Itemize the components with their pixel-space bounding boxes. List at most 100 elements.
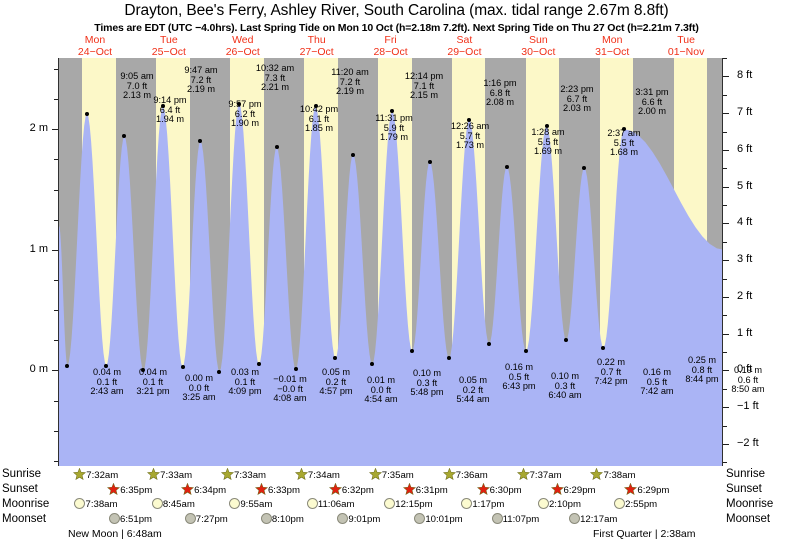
moonset-cell-6: 12:17am	[569, 513, 617, 525]
sunset-star-icon	[624, 483, 638, 496]
tide-low-label: 0.05 m 0.2 ft 5:44 am	[433, 375, 513, 405]
tide-label-meters: 0.10 m	[550, 371, 580, 381]
sunset-time: 6:33pm	[267, 485, 300, 496]
y-axis-left-label: 0 m	[29, 363, 48, 376]
tide-chart-plot	[58, 58, 723, 466]
y-tick-left	[54, 279, 58, 281]
row-label-left-moonset: Moonset	[2, 513, 47, 525]
sunrise-time: 7:33am	[234, 470, 267, 481]
y-axis-left-label: 2 m	[29, 122, 48, 135]
sunset-time: 6:35pm	[120, 485, 153, 496]
tide-label-time: 4:57 pm	[319, 386, 353, 397]
moonrise-cell-5: 1:17pm	[461, 498, 504, 510]
day-label-wed-2: Wed 26−Oct	[206, 34, 280, 58]
y-tick-right	[723, 333, 729, 335]
y-tick-left	[54, 460, 58, 462]
sunrise-star-icon	[516, 468, 530, 481]
tide-label-meters: 1.68 m	[609, 147, 639, 158]
day-date: 27−Oct	[299, 46, 334, 58]
tide-low-label: 0.05 m 0.2 ft 4:57 pm	[296, 367, 376, 397]
day-of-week: Tue	[677, 34, 695, 46]
tide-high-dot	[122, 134, 127, 139]
tide-high-label: 12:14 pm 7.1 ft 2.15 m	[384, 71, 464, 101]
tide-label-meters: 0.16 m	[642, 367, 672, 377]
sunrise-star-icon	[73, 468, 87, 481]
sunset-star-icon	[107, 483, 121, 496]
tide-low-dot	[293, 367, 298, 372]
tide-label-time: 9:57 pm	[228, 99, 262, 109]
y-tick-right	[723, 407, 729, 409]
tide-label-time: 10:32 am	[255, 63, 295, 73]
day-date: 31−Oct	[595, 46, 630, 58]
tide-label-time: 4:54 am	[364, 394, 398, 405]
tide-label-meters: 1.73 m	[455, 140, 485, 151]
tide-label-feet: 0.7 ft	[600, 366, 622, 377]
tide-label-feet: 0.1 ft	[96, 376, 118, 387]
tide-label-meters: 1.69 m	[533, 146, 563, 157]
tide-low-label: 0.10 m 0.3 ft 6:40 am	[525, 371, 605, 401]
tide-label-meters: 0.04 m	[138, 367, 168, 377]
tide-label-feet: 0.3 ft	[554, 380, 576, 391]
day-of-week: Wed	[232, 34, 254, 46]
y-axis-right-label: 8 ft	[737, 69, 753, 82]
moonrise-cell-0: 7:38am	[74, 498, 117, 510]
day-date: 26−Oct	[225, 46, 260, 58]
moonset-circle-icon	[569, 513, 581, 524]
tide-low-label: 0.01 m 0.0 ft 4:54 am	[341, 375, 421, 405]
tide-low-label: 0.03 m 0.1 ft 4:09 pm	[205, 367, 285, 397]
day-label-mon-0: Mon 24−Oct	[58, 34, 132, 58]
day-label-mon-7: Mon 31−Oct	[575, 34, 649, 58]
y-tick-right	[723, 241, 727, 243]
tide-high-dot	[427, 159, 432, 164]
tide-label-feet: 5.7 ft	[459, 130, 481, 141]
day-date: 28−Oct	[373, 46, 408, 58]
tide-low-dot	[564, 338, 569, 343]
y-tick-right	[723, 352, 727, 354]
tide-label-time: 9:05 am	[120, 71, 154, 81]
moonrise-circle-icon	[384, 498, 396, 509]
tide-low-dot	[333, 356, 338, 361]
day-label-tue-8: Tue 01−Nov	[649, 34, 723, 58]
tide-label-meters: 0.03 m	[230, 367, 260, 377]
sunrise-star-icon	[590, 468, 604, 481]
tide-label-feet: 0.1 ft	[142, 376, 164, 387]
sunset-cell-7: 6:29pm	[624, 483, 669, 496]
sunrise-cell-1: 7:33am	[147, 468, 192, 481]
moonrise-circle-icon	[461, 498, 473, 509]
tide-label-time: 6:43 pm	[502, 381, 536, 392]
tide-label-feet: 6.8 ft	[489, 87, 511, 98]
y-axis-right-label: 5 ft	[737, 179, 753, 192]
moonset-time: 6:51pm	[120, 514, 153, 525]
tide-high-label: 10:42 pm 6.1 ft 1.85 m	[279, 104, 359, 134]
tide-high-label: 9:57 pm 6.2 ft 1.90 m	[205, 99, 285, 129]
tide-high-dot	[544, 123, 549, 128]
tide-label-time: 8:44 pm	[685, 374, 719, 385]
sunset-cell-3: 6:32pm	[328, 483, 374, 496]
moonset-circle-icon	[337, 513, 349, 524]
moonrise-time: 1:17pm	[472, 499, 505, 510]
tide-high-dot	[84, 111, 89, 116]
sunset-time: 6:31pm	[415, 485, 448, 496]
tide-label-feet: 0.2 ft	[325, 376, 347, 387]
tide-label-feet: 6.7 ft	[566, 93, 588, 104]
sunrise-star-icon	[221, 468, 235, 481]
moonset-time: 12:17am	[580, 514, 618, 525]
tide-label-time: 2:23 pm	[560, 84, 594, 94]
moonrise-cell-7: 2:55pm	[614, 498, 657, 510]
tide-curve	[59, 58, 722, 466]
tide-label-time: 4:09 pm	[228, 386, 262, 397]
sunrise-star-icon	[442, 468, 456, 481]
tide-high-label: 9:47 am 7.2 ft 2.19 m	[161, 65, 241, 95]
y-tick-left	[54, 159, 58, 161]
moonset-time: 8:10pm	[271, 514, 304, 525]
tide-high-label: 1:16 pm 6.8 ft 2.08 m	[460, 78, 540, 108]
tide-label-time: 2:37 am	[607, 128, 641, 138]
tide-label-time: 11:31 pm	[375, 113, 413, 123]
sunset-cell-1: 6:34pm	[181, 483, 226, 496]
y-axis-right-label: 6 ft	[737, 142, 753, 155]
tide-high-dot	[351, 152, 356, 157]
moonset-cell-4: 10:01pm	[414, 513, 463, 525]
tide-label-time: 10:42 pm	[299, 104, 339, 114]
tide-low-dot	[446, 356, 451, 361]
tide-label-feet: 6.6 ft	[641, 96, 663, 107]
